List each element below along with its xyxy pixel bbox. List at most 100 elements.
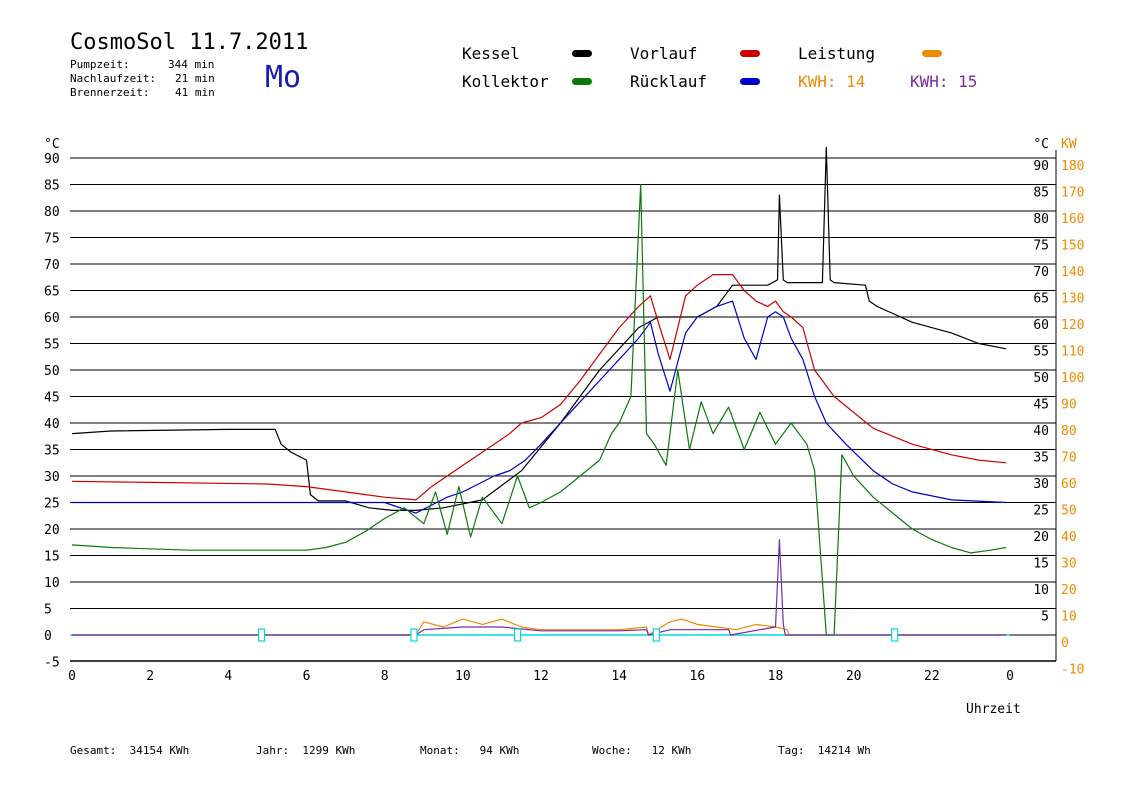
nachlaufzeit-value: 21 min <box>175 72 215 85</box>
y-tick-left: 10 <box>44 576 60 591</box>
y-axis-unit-right-power: KW <box>1061 137 1077 152</box>
y-tick-right-temp: 70 <box>1033 265 1049 280</box>
y-tick-right-power: 30 <box>1061 557 1077 572</box>
y-tick-right-temp: 15 <box>1033 557 1049 572</box>
grid-lines <box>70 157 1056 636</box>
baseline-marker <box>652 628 660 642</box>
footer-gesamt: Gesamt: 34154 KWh <box>70 744 190 757</box>
y-tick-left: 15 <box>44 550 60 565</box>
series-r-cklauf <box>72 300 1007 514</box>
x-tick: 4 <box>224 669 232 684</box>
y-tick-right-temp: 55 <box>1033 345 1049 360</box>
y-tick-right-power: 70 <box>1061 451 1077 466</box>
legend-vorlauf-swatch <box>740 50 760 57</box>
x-tick: 6 <box>303 669 311 684</box>
x-tick: 0 <box>68 669 76 684</box>
y-tick-right-power: 10 <box>1061 610 1077 625</box>
series-kessel <box>71 146 1007 511</box>
x-tick: 0 <box>1006 669 1014 684</box>
y-tick-left: 70 <box>44 258 60 273</box>
y-tick-right-power: 20 <box>1061 583 1077 598</box>
y-tick-left: 65 <box>44 285 60 300</box>
y-tick-left: 30 <box>44 470 60 485</box>
y-tick-right-power: 100 <box>1061 371 1084 386</box>
y-tick-right-power: 0 <box>1061 636 1069 651</box>
y-tick-right-power: 150 <box>1061 239 1084 254</box>
y-axis-unit-right-temp: °C <box>1033 137 1049 152</box>
legend-leistung-swatch <box>922 50 942 57</box>
footer-jahr: Jahr: 1299 KWh <box>256 744 356 757</box>
y-tick-right-temp: 60 <box>1033 318 1049 333</box>
axes <box>70 150 1057 662</box>
y-tick-right-power: 40 <box>1061 530 1077 545</box>
y-tick-right-power: 180 <box>1061 159 1084 174</box>
legend-vorlauf: Vorlauf <box>630 44 698 63</box>
y-tick-left: 85 <box>44 179 60 194</box>
y-tick-right-power: 170 <box>1061 186 1084 201</box>
series-lines <box>70 146 1010 636</box>
x-tick: 20 <box>846 669 862 684</box>
series-leistung <box>72 618 1007 636</box>
legend-kwh-15: KWH: 15 <box>910 72 978 91</box>
y-tick-right-temp: 85 <box>1033 186 1049 201</box>
legend-kessel-swatch <box>572 50 592 57</box>
y-tick-left: 5 <box>44 603 52 618</box>
x-tick: 18 <box>768 669 784 684</box>
y-tick-right-temp: 30 <box>1033 477 1049 492</box>
legend-kollektor-swatch <box>572 78 592 85</box>
y-tick-right-temp: 90 <box>1033 159 1049 174</box>
x-axis-label: Uhrzeit <box>966 702 1021 717</box>
y-axis-unit-left: °C <box>44 137 60 152</box>
y-tick-left: 40 <box>44 417 60 432</box>
footer-woche: Woche: 12 KWh <box>592 744 692 757</box>
legend-kollektor: Kollektor <box>462 72 549 91</box>
y-tick-right-power: 130 <box>1061 292 1084 307</box>
y-tick-left: 0 <box>44 629 52 644</box>
legend-ruecklauf: Rücklauf <box>630 72 708 91</box>
y-tick-left: 20 <box>44 523 60 538</box>
baseline-markers <box>257 628 899 642</box>
baseline-marker <box>257 628 266 642</box>
y-tick-right-power: 80 <box>1061 424 1077 439</box>
y-tick-right-power: 50 <box>1061 504 1077 519</box>
x-tick: 8 <box>381 669 389 684</box>
y-tick-right-temp: 20 <box>1033 530 1049 545</box>
x-tick: 14 <box>611 669 627 684</box>
footer-tag: Tag: 14214 Wh <box>778 744 871 757</box>
y-tick-right-power: 160 <box>1061 212 1084 227</box>
nachlaufzeit-label: Nachlaufzeit: <box>70 72 157 85</box>
legend-kwh-14: KWH: 14 <box>798 72 866 91</box>
legend-leistung: Leistung <box>798 44 876 63</box>
y-tick-left: 45 <box>44 391 60 406</box>
y-tick-right-power: 110 <box>1061 345 1084 360</box>
series-kwh-15 <box>72 538 1007 636</box>
y-tick-right-temp: 65 <box>1033 292 1049 307</box>
y-tick-right-temp: 25 <box>1033 504 1049 519</box>
y-tick-right-temp: 5 <box>1041 610 1049 625</box>
y-tick-right-power: 60 <box>1061 477 1077 492</box>
y-tick-right-power: 120 <box>1061 318 1084 333</box>
x-tick: 10 <box>455 669 471 684</box>
y-tick-left: -5 <box>44 656 60 671</box>
y-tick-right-temp: 40 <box>1033 424 1049 439</box>
y-tick-right-temp: 50 <box>1033 371 1049 386</box>
y-tick-left: 60 <box>44 311 60 326</box>
x-tick: 22 <box>924 669 940 684</box>
baseline-marker <box>410 628 418 642</box>
y-tick-left: 25 <box>44 497 60 512</box>
y-tick-left: 90 <box>44 152 60 167</box>
brennerzeit-label: Brennerzeit: <box>70 86 150 99</box>
y-tick-left: 75 <box>44 232 60 247</box>
baseline-marker <box>513 628 522 642</box>
x-tick: 12 <box>533 669 549 684</box>
weekday-label: Mo <box>265 60 302 95</box>
series-kollektor <box>71 183 1007 636</box>
y-tick-left: 80 <box>44 205 60 220</box>
legend-ruecklauf-swatch <box>740 78 760 85</box>
y-tick-left: 35 <box>44 444 60 459</box>
pumpzeit-label: Pumpzeit: <box>70 58 130 71</box>
chart-title: CosmoSol 11.7.2011 <box>70 30 309 55</box>
series-vorlauf <box>71 274 1007 501</box>
y-tick-right-temp: 10 <box>1033 583 1049 598</box>
